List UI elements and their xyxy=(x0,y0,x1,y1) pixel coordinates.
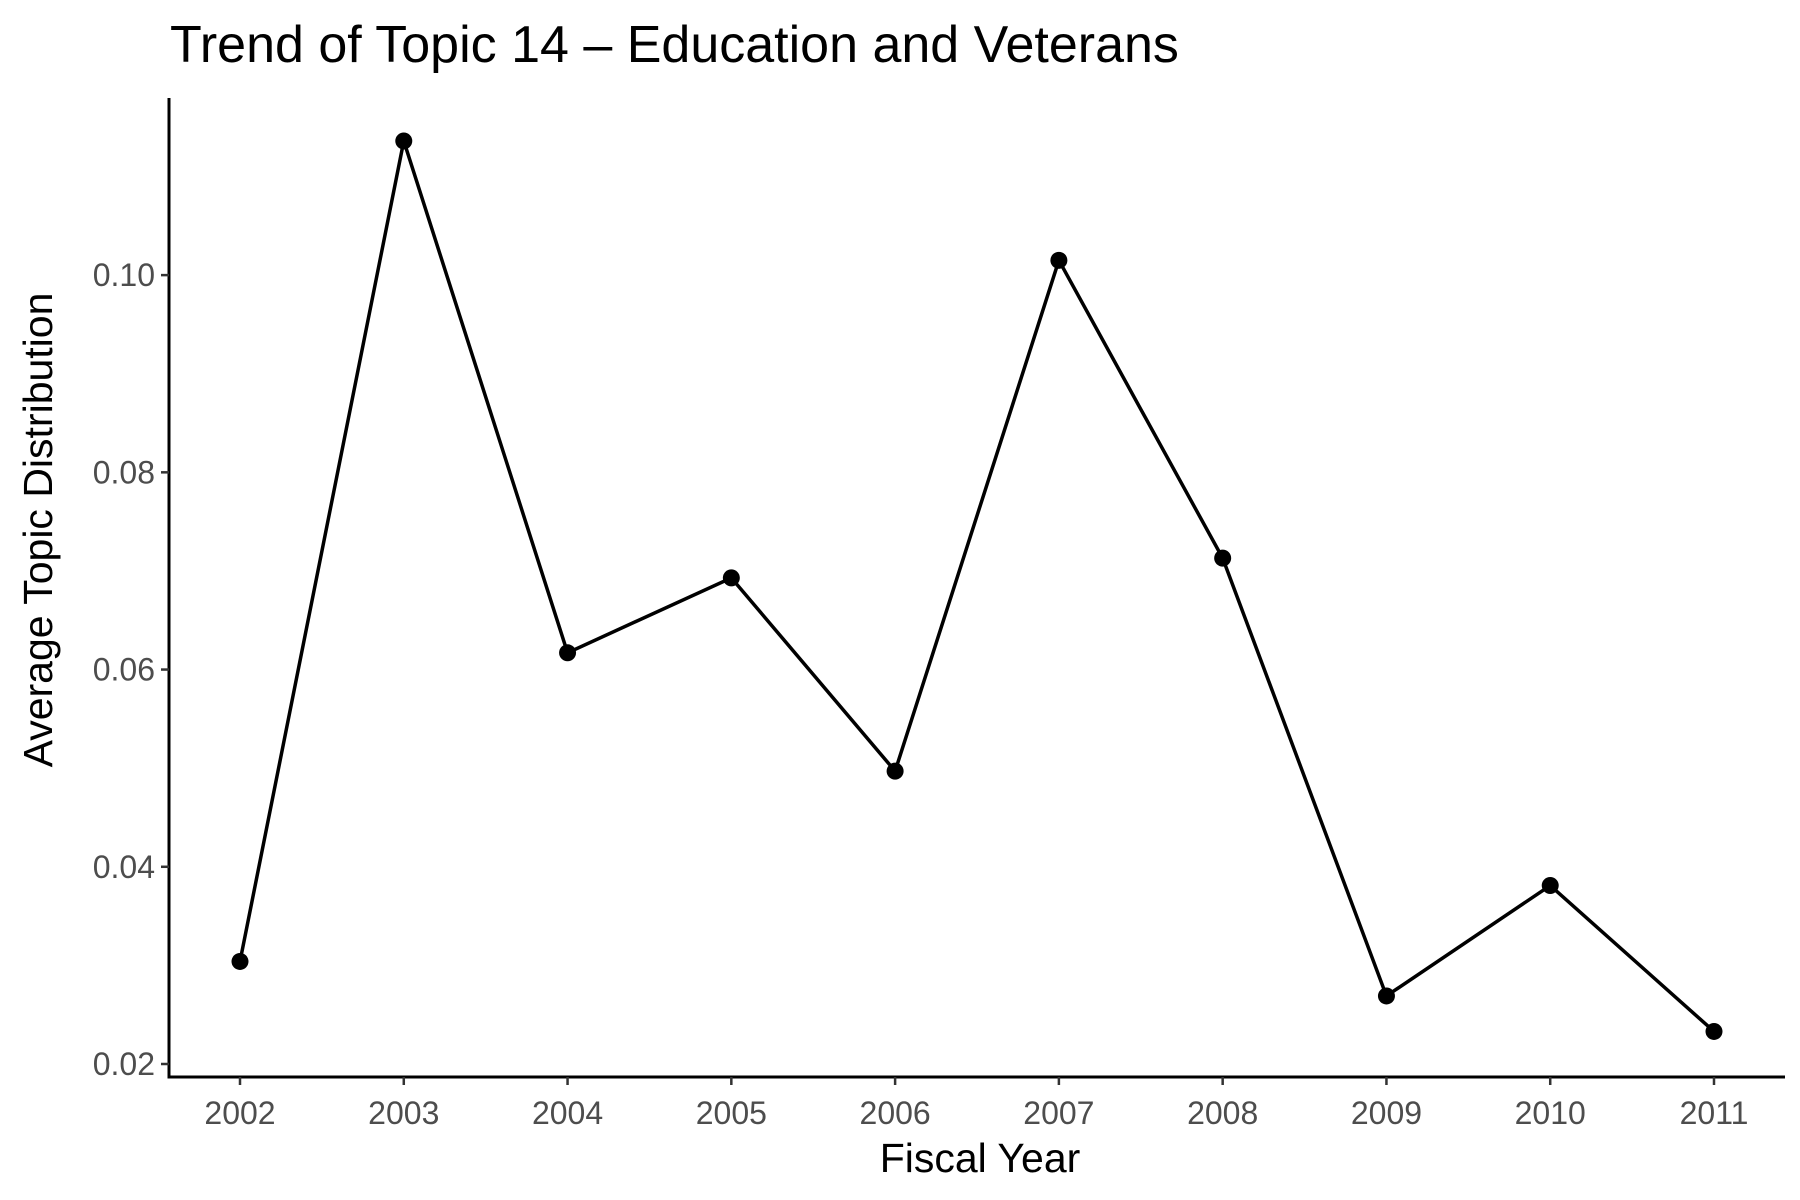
series-layer xyxy=(231,132,1723,1040)
y-tick-label: 0.06 xyxy=(93,652,155,688)
series-point xyxy=(886,762,904,780)
x-axis-ticks: 2002 2003 2004 2005 2006 2007 2008 2009 2010 2011 xyxy=(204,1077,1748,1131)
y-tick-label: 0.10 xyxy=(93,257,155,293)
x-tick-label: 2005 xyxy=(696,1095,767,1131)
series-point xyxy=(1541,877,1559,895)
y-tick-label: 0.04 xyxy=(93,849,155,885)
x-tick-label: 2009 xyxy=(1351,1095,1422,1131)
x-tick-label: 2004 xyxy=(532,1095,603,1131)
series-point xyxy=(559,644,577,662)
x-tick-label: 2006 xyxy=(860,1095,931,1131)
series-point xyxy=(395,132,413,150)
x-tick-label: 2011 xyxy=(1680,1095,1749,1131)
series-point xyxy=(1705,1022,1723,1040)
x-axis-title: Fiscal Year xyxy=(880,1135,1081,1181)
x-tick-label: 2010 xyxy=(1515,1095,1586,1131)
x-tick-label: 2003 xyxy=(368,1095,439,1131)
series-point xyxy=(1214,549,1232,567)
series-point xyxy=(722,569,740,587)
series-point xyxy=(1050,251,1068,269)
y-tick-label: 0.08 xyxy=(93,454,155,490)
x-tick-label: 2008 xyxy=(1187,1095,1258,1131)
series-line xyxy=(238,134,1716,1033)
y-tick-label: 0.02 xyxy=(93,1046,155,1082)
y-axis-ticks: 0.02 0.04 0.06 0.08 0.10 xyxy=(93,257,169,1082)
y-axis-title: Average Topic Distribution xyxy=(15,293,61,768)
series-point xyxy=(231,952,249,970)
series-point xyxy=(1377,987,1395,1005)
x-tick-label: 2002 xyxy=(204,1095,275,1131)
x-tick-label: 2007 xyxy=(1023,1095,1094,1131)
chart-title: Trend of Topic 14 – Education and Vetera… xyxy=(170,16,1179,74)
